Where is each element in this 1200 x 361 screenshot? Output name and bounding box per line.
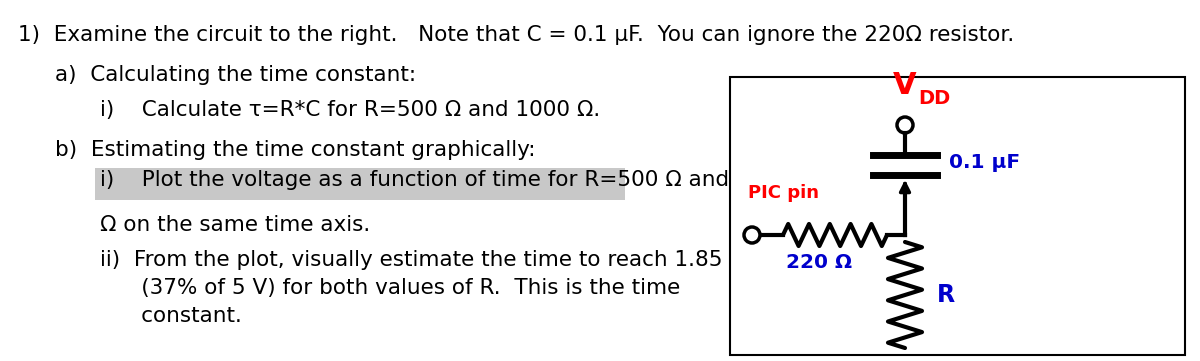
Text: 220 Ω: 220 Ω [786, 253, 852, 272]
Text: b)  Estimating the time constant graphically:: b) Estimating the time constant graphica… [55, 140, 535, 160]
Text: 0.1 μF: 0.1 μF [949, 153, 1020, 173]
Text: R: R [937, 283, 955, 307]
Text: Ω on the same time axis.: Ω on the same time axis. [100, 215, 371, 235]
Text: i)    Calculate τ=R*C for R=500 Ω and 1000 Ω.: i) Calculate τ=R*C for R=500 Ω and 1000 … [100, 100, 600, 120]
Text: PIC pin: PIC pin [748, 184, 818, 202]
Text: a)  Calculating the time constant:: a) Calculating the time constant: [55, 65, 416, 85]
Text: DD: DD [918, 89, 950, 108]
Text: V: V [893, 71, 917, 100]
Text: constant.: constant. [100, 306, 242, 326]
Bar [730, 77, 1186, 355]
Text: ii)  From the plot, visually estimate the time to reach 1.85 V: ii) From the plot, visually estimate the… [100, 250, 744, 270]
Text: (37% of 5 V) for both values of R.  This is the time: (37% of 5 V) for both values of R. This … [100, 278, 680, 298]
Text: i)    Plot the voltage as a function of time for R=500 Ω and 1000: i) Plot the voltage as a function of tim… [100, 170, 791, 190]
Text: 1)  Examine the circuit to the right.   Note that C = 0.1 μF.  You can ignore th: 1) Examine the circuit to the right. Not… [18, 25, 1014, 45]
Bar [95, 168, 625, 200]
